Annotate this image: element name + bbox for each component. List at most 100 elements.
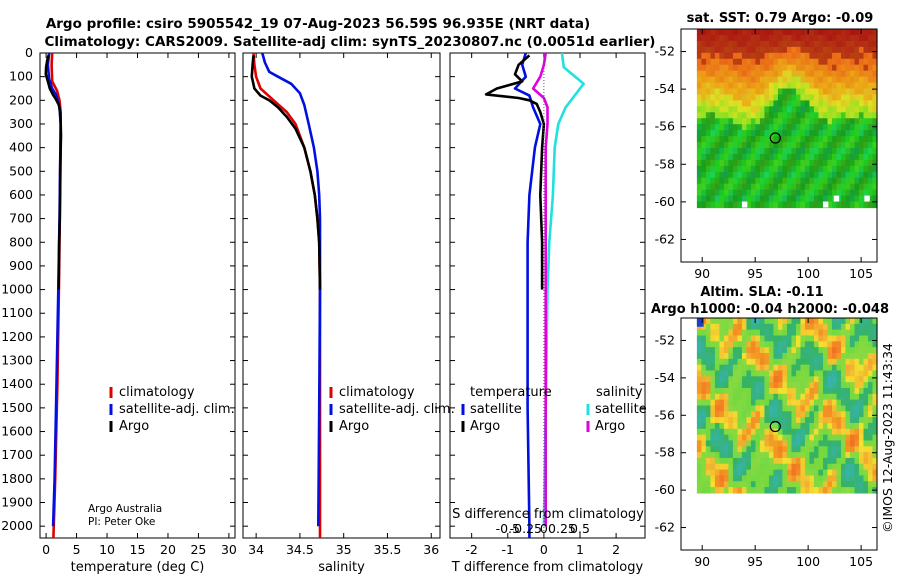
sla_map-cell bbox=[732, 469, 739, 477]
sst_map-cell bbox=[840, 130, 847, 137]
sst_map-cell bbox=[849, 177, 856, 185]
sla_map-cell bbox=[836, 382, 842, 389]
sst_map-cell bbox=[858, 130, 865, 137]
sst_map-cell bbox=[863, 148, 869, 155]
sla_map-cell bbox=[858, 440, 865, 447]
sla_map-cell bbox=[867, 323, 874, 331]
sla_map-cell bbox=[759, 323, 766, 331]
temperature-ytick-label: 1300 bbox=[1, 353, 33, 368]
sst_map-cell bbox=[831, 106, 838, 113]
sst_map-cell bbox=[737, 34, 743, 42]
sla_map-cell bbox=[741, 329, 748, 337]
sst_map-cell bbox=[705, 34, 711, 42]
sla_map-cell bbox=[755, 323, 761, 331]
sst_map-cell bbox=[755, 124, 761, 131]
sla_map-cell bbox=[849, 452, 856, 459]
sla_map-cell bbox=[804, 382, 811, 389]
sst_map-cell bbox=[791, 70, 797, 78]
temperature-ytick-label: 600 bbox=[9, 187, 33, 202]
sla_map-cell bbox=[804, 452, 811, 459]
sst_map-cell bbox=[818, 130, 824, 137]
sla_map-cell bbox=[804, 364, 811, 372]
sst_map-cell bbox=[710, 177, 716, 185]
sla_map-cell bbox=[822, 358, 829, 366]
sst_map-cell bbox=[867, 183, 874, 191]
sst_map-cell bbox=[782, 177, 788, 185]
temperature-panel: 0 5 10 15 20 25 300100200300400500600700800900… bbox=[1, 45, 237, 575]
sla_map-cell bbox=[714, 341, 720, 348]
sla_map-cell bbox=[791, 376, 797, 383]
sla_map-cell bbox=[755, 428, 761, 436]
sst_map-cell bbox=[854, 189, 860, 197]
sla_map-cell bbox=[786, 440, 793, 447]
sst_map-cell bbox=[845, 100, 851, 107]
sst_map-cell bbox=[822, 40, 829, 48]
sst_map-cell bbox=[764, 40, 770, 48]
sst_map-cell bbox=[773, 58, 779, 66]
sla_map-cell bbox=[804, 434, 811, 442]
sst_map-cell bbox=[719, 46, 725, 54]
sla_map-cell bbox=[840, 481, 847, 488]
sla_map-cell bbox=[813, 457, 820, 465]
sst_map-cell bbox=[723, 29, 730, 36]
sla_map-cell bbox=[728, 329, 734, 337]
sla_map-cell bbox=[710, 335, 716, 342]
sst_map-cell bbox=[710, 165, 716, 173]
sla_map-cell bbox=[737, 364, 743, 372]
sst_map-cell bbox=[809, 183, 815, 191]
sst_map-cell bbox=[737, 70, 743, 78]
sla_map-cell bbox=[809, 382, 815, 389]
sla_map-cell bbox=[831, 481, 838, 488]
sla_map-cell bbox=[764, 364, 770, 372]
sst_map-cell bbox=[818, 94, 824, 101]
sla_map-cell bbox=[755, 487, 761, 494]
sla_map-cell bbox=[795, 428, 802, 436]
sst_map-cell bbox=[701, 76, 707, 84]
sla_map-cell bbox=[764, 463, 770, 471]
sla_map-cell bbox=[809, 428, 815, 436]
sla_map-cell bbox=[813, 393, 820, 401]
sst_map-cell bbox=[836, 130, 842, 137]
sla_map-cell bbox=[750, 405, 757, 412]
sla_map-cell bbox=[827, 358, 833, 366]
sla_map-xtick-label: 100 bbox=[796, 554, 820, 569]
sst_map-cell bbox=[836, 94, 842, 101]
sst_map-cell bbox=[809, 177, 815, 185]
sla_map-cell bbox=[741, 469, 748, 477]
sst_map-cell bbox=[777, 76, 784, 84]
sst_map-cell bbox=[791, 46, 797, 54]
sla_map-cell bbox=[849, 422, 856, 430]
sst_map-cell bbox=[849, 34, 856, 42]
sla_map-cell bbox=[840, 318, 847, 325]
sst_map-cell bbox=[728, 189, 734, 197]
sst_map-cell bbox=[777, 195, 784, 203]
sla_map-cell bbox=[849, 364, 856, 372]
temperature-ytick-label: 1800 bbox=[1, 471, 33, 486]
sst_map-cell bbox=[701, 46, 707, 54]
sla_map-cell bbox=[867, 318, 874, 325]
sst_map-cell bbox=[849, 171, 856, 179]
sla_map-cell bbox=[804, 405, 811, 412]
sst_map-cell bbox=[705, 46, 711, 54]
sla_map-cell bbox=[800, 318, 806, 325]
sst_map-cell bbox=[705, 177, 711, 185]
sla_map-cell bbox=[696, 411, 702, 418]
sst_map-cell bbox=[809, 136, 815, 143]
sla_map-cell bbox=[845, 329, 851, 337]
sla_map-cell bbox=[723, 475, 730, 482]
sst_map-cell bbox=[840, 64, 847, 72]
sla_map-cell bbox=[701, 487, 707, 494]
sla_map-cell bbox=[872, 329, 878, 337]
sst_map-cell bbox=[786, 46, 793, 54]
sla_map-cell bbox=[858, 422, 865, 430]
sst_map-cell bbox=[759, 29, 766, 36]
sla_map-cell bbox=[818, 463, 824, 471]
sla_map-cell bbox=[768, 446, 775, 453]
sla_map-cell bbox=[786, 352, 793, 360]
sla_map-cell bbox=[705, 446, 711, 453]
sla_map-cell bbox=[845, 446, 851, 453]
sst_map-cell bbox=[840, 40, 847, 48]
sst_map-cell bbox=[822, 29, 829, 36]
sla_map-cell bbox=[849, 428, 856, 436]
sla_map-cell bbox=[791, 452, 797, 459]
